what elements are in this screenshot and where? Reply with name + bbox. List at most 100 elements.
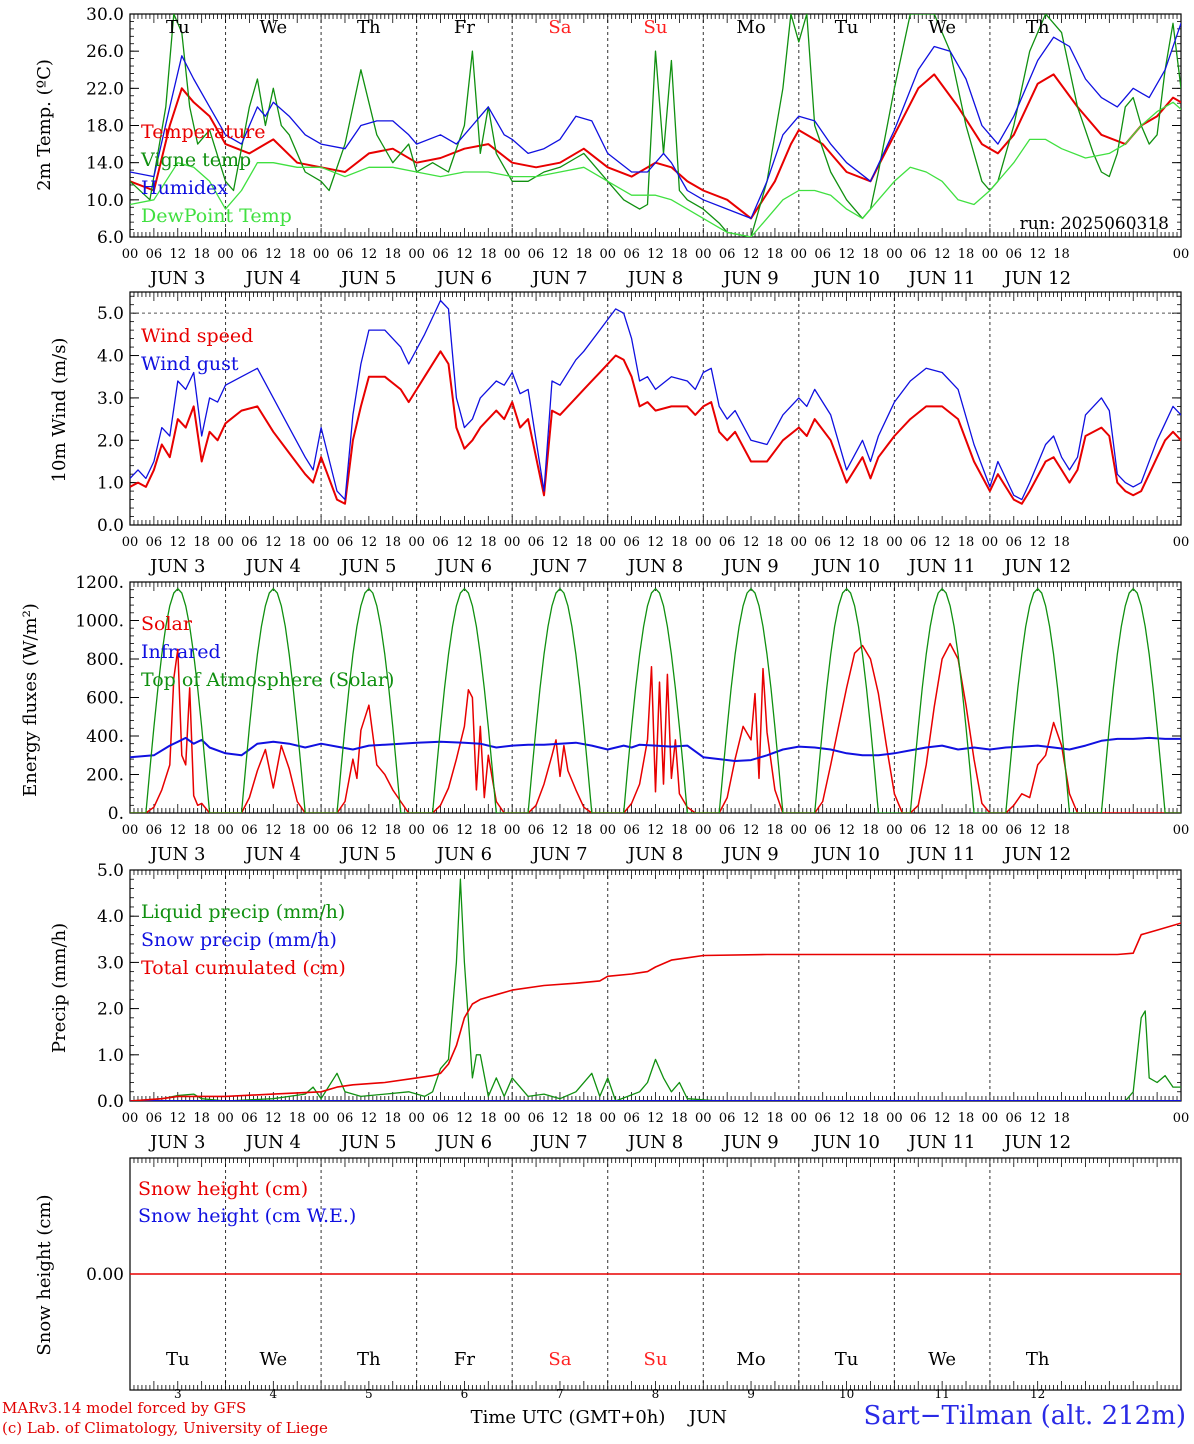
day-number-label: 3 — [174, 1387, 182, 1401]
date-label: JUN 12 — [1002, 268, 1071, 289]
hour-label: 06 — [814, 823, 831, 838]
day-number-label: 8 — [652, 1387, 660, 1401]
hour-label: 18 — [862, 1111, 879, 1126]
panel-4: 0.0 1.0 2.0 3.0 4.0 5.0 Precip (mm/h) Liquid pr… — [49, 861, 1189, 1153]
hour-label: 00 — [408, 247, 425, 262]
date-label: JUN 12 — [1002, 1132, 1071, 1153]
panel-5: 0.00 Snow height (cm) Snow height (cm) Snow… — [34, 1157, 1182, 1391]
hour-label: 12 — [361, 247, 378, 262]
plot-frame — [129, 13, 1182, 238]
hour-label: 12 — [169, 1111, 186, 1126]
hour-label: 00 — [599, 823, 616, 838]
hour-label: 00 — [217, 823, 234, 838]
hour-label: 18 — [576, 823, 593, 838]
hour-label: 06 — [432, 535, 449, 550]
hour-label: 18 — [958, 823, 975, 838]
hour-label: 06 — [337, 535, 354, 550]
weekday-label: Su — [644, 1349, 668, 1370]
hour-label: 06 — [910, 1111, 927, 1126]
y-tick-label: 800. — [86, 650, 124, 670]
hour-label: 00 — [695, 535, 712, 550]
hour-label: 12 — [552, 823, 569, 838]
hour-label: 00 — [504, 1111, 521, 1126]
y-tick-label: 5.0 — [97, 861, 124, 881]
hour-label: 06 — [146, 247, 163, 262]
series-line-solar — [130, 642, 1181, 813]
legend-snow-precip-mm-h-: Snow precip (mm/h) — [141, 929, 337, 951]
date-label: JUN 4 — [244, 1132, 301, 1153]
panel-1: 6.0 10.0 14.0 18.0 22.0 26.0 30.0 2m Temp. (ºC)… — [34, 5, 1189, 289]
legend-vigne-temp: Vigne temp — [140, 149, 251, 171]
date-label: JUN 10 — [811, 556, 880, 577]
hour-label: 12 — [552, 535, 569, 550]
hour-label: 06 — [910, 823, 927, 838]
hour-label: 00 — [1173, 535, 1190, 550]
day-number-label: 7 — [556, 1387, 564, 1401]
legend-snow-height-cm-w-e-: Snow height (cm W.E.) — [138, 1205, 356, 1227]
date-label: JUN 9 — [721, 556, 778, 577]
hour-label: 12 — [456, 1111, 473, 1126]
date-label: JUN 9 — [721, 1132, 778, 1153]
y-axis-label: Snow height (cm) — [34, 1194, 55, 1355]
hour-label: 00 — [886, 535, 903, 550]
hour-label: 12 — [838, 535, 855, 550]
hour-label: 18 — [671, 823, 688, 838]
date-label: JUN 3 — [148, 1132, 205, 1153]
date-label: JUN 6 — [435, 844, 492, 865]
hour-label: 12 — [169, 823, 186, 838]
hour-label: 00 — [599, 1111, 616, 1126]
hour-label: 00 — [122, 823, 139, 838]
hour-label: 12 — [265, 247, 282, 262]
legend-snow-height-cm-: Snow height (cm) — [138, 1178, 308, 1200]
hour-label: 00 — [886, 247, 903, 262]
hour-label: 00 — [982, 823, 999, 838]
weekday-label: Th — [1026, 1349, 1050, 1370]
hour-label: 00 — [886, 1111, 903, 1126]
hour-label: 12 — [1029, 535, 1046, 550]
hour-label: 06 — [432, 1111, 449, 1126]
date-label: JUN 11 — [907, 1132, 976, 1153]
hour-label: 12 — [361, 1111, 378, 1126]
date-label: JUN 10 — [811, 268, 880, 289]
series-line-humidex — [130, 22, 1181, 220]
hour-label: 00 — [982, 535, 999, 550]
date-label: JUN 8 — [626, 556, 683, 577]
hour-label: 18 — [576, 247, 593, 262]
weekday-label: Th — [357, 17, 381, 38]
series-line-liquid-precip-mm-h- — [130, 878, 1181, 1101]
date-label: JUN 7 — [530, 1132, 587, 1153]
hour-label: 06 — [719, 1111, 736, 1126]
weekday-label: Sa — [548, 1349, 571, 1370]
hour-label: 06 — [337, 823, 354, 838]
hour-label: 18 — [958, 247, 975, 262]
date-label: JUN 4 — [244, 844, 301, 865]
date-label: JUN 7 — [530, 844, 587, 865]
hour-label: 18 — [480, 1111, 497, 1126]
hour-label: 06 — [528, 1111, 545, 1126]
weekday-label: Mo — [736, 17, 765, 38]
hour-label: 12 — [934, 1111, 951, 1126]
date-label: JUN 3 — [148, 556, 205, 577]
hour-label: 06 — [337, 247, 354, 262]
hour-label: 12 — [1029, 823, 1046, 838]
date-label: JUN 6 — [435, 1132, 492, 1153]
y-tick-label: 200. — [86, 766, 124, 786]
hour-label: 00 — [791, 535, 808, 550]
hour-label: 12 — [934, 823, 951, 838]
hour-label: 00 — [695, 823, 712, 838]
hour-label: 18 — [193, 535, 210, 550]
hour-label: 00 — [313, 247, 330, 262]
hour-label: 18 — [1053, 823, 1070, 838]
hour-label: 00 — [599, 535, 616, 550]
date-label: JUN 5 — [339, 1132, 396, 1153]
hour-label: 06 — [146, 1111, 163, 1126]
hour-label: 12 — [169, 247, 186, 262]
day-number-label: 11 — [934, 1387, 949, 1401]
date-label: JUN 10 — [811, 844, 880, 865]
day-number-label: 5 — [365, 1387, 373, 1401]
hour-label: 18 — [384, 1111, 401, 1126]
weekday-label: Tu — [835, 1349, 859, 1370]
y-axis-label: 10m Wind (m/s) — [49, 338, 70, 483]
hour-label: 06 — [1006, 535, 1023, 550]
day-number-label: 9 — [747, 1387, 755, 1401]
